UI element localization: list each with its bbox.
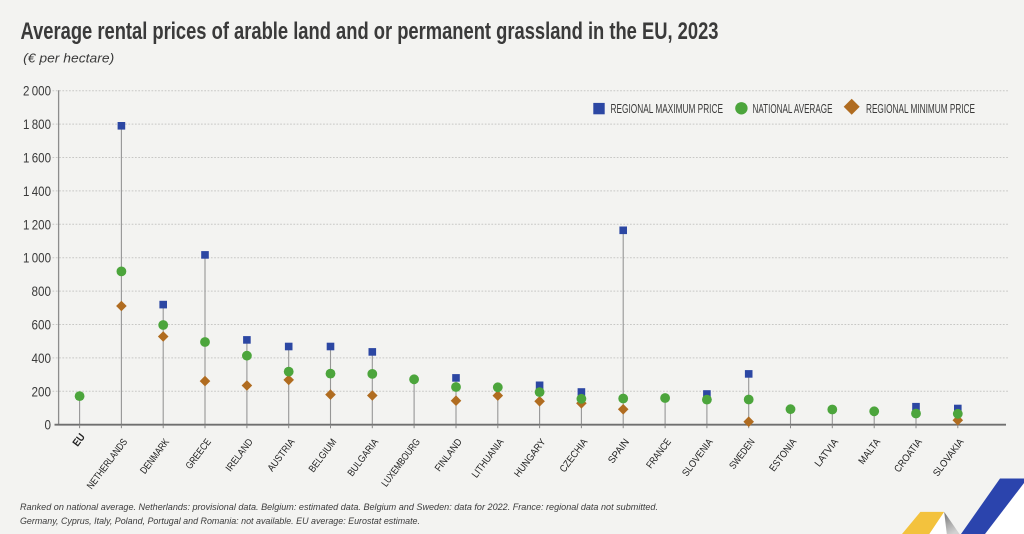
svg-text:REGIONAL MAXIMUM PRICE: REGIONAL MAXIMUM PRICE: [611, 101, 724, 116]
svg-text:2 000: 2 000: [23, 84, 51, 99]
svg-text:(€ per hectare): (€ per hectare): [23, 52, 114, 66]
svg-text:Average rental prices of arabl: Average rental prices of arable land and…: [21, 18, 719, 45]
svg-text:1 200: 1 200: [23, 217, 51, 232]
svg-text:NATIONAL AVERAGE: NATIONAL AVERAGE: [753, 101, 833, 116]
svg-text:1 400: 1 400: [23, 184, 51, 199]
svg-text:200: 200: [32, 384, 52, 399]
svg-text:1 000: 1 000: [23, 251, 51, 266]
svg-text:0: 0: [45, 418, 52, 433]
svg-text:REGIONAL MINIMUM PRICE: REGIONAL MINIMUM PRICE: [866, 101, 975, 116]
svg-text:Germany, Cyprus, Italy, Poland: Germany, Cyprus, Italy, Poland, Portugal…: [20, 516, 420, 526]
svg-text:600: 600: [32, 318, 52, 333]
svg-text:800: 800: [32, 284, 52, 299]
svg-text:Ranked on national average. Ne: Ranked on national average. Netherlands:…: [20, 502, 658, 512]
svg-text:1 600: 1 600: [23, 151, 51, 166]
svg-text:400: 400: [32, 351, 52, 366]
svg-text:1 800: 1 800: [23, 117, 51, 132]
